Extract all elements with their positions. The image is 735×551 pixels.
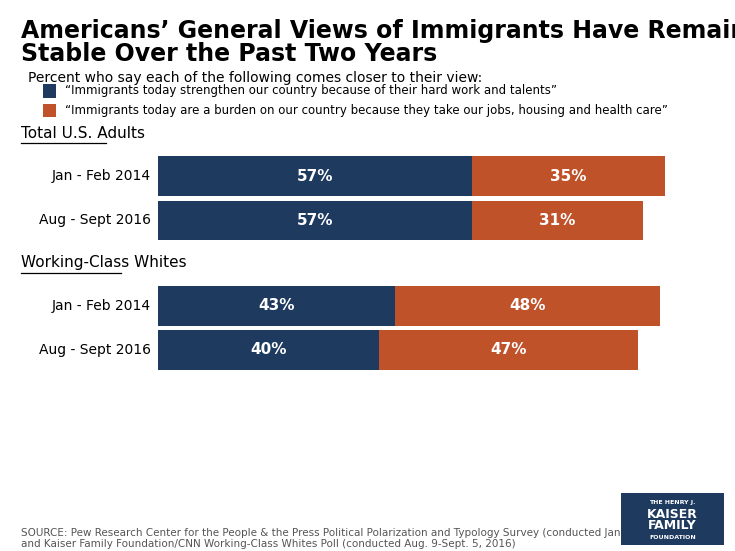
Bar bbox=[158, 286, 395, 326]
Text: Aug - Sept 2016: Aug - Sept 2016 bbox=[39, 213, 151, 228]
Text: Percent who say each of the following comes closer to their view:: Percent who say each of the following co… bbox=[28, 71, 482, 84]
Point bbox=[16, 140, 25, 147]
Text: 35%: 35% bbox=[551, 169, 587, 184]
Point bbox=[101, 140, 110, 147]
Bar bbox=[472, 156, 665, 196]
Bar bbox=[158, 201, 472, 240]
Bar bbox=[158, 330, 379, 370]
Text: FOUNDATION: FOUNDATION bbox=[649, 534, 696, 539]
Bar bbox=[43, 84, 56, 98]
Text: 43%: 43% bbox=[258, 298, 295, 314]
Text: Jan - Feb 2014: Jan - Feb 2014 bbox=[51, 169, 151, 183]
Text: “Immigrants today are a burden on our country because they take our jobs, housin: “Immigrants today are a burden on our co… bbox=[65, 104, 667, 117]
Text: Working-Class Whites: Working-Class Whites bbox=[21, 255, 186, 270]
Bar bbox=[621, 493, 724, 545]
Text: 40%: 40% bbox=[250, 342, 287, 358]
Text: Jan - Feb 2014: Jan - Feb 2014 bbox=[51, 299, 151, 313]
Text: 31%: 31% bbox=[539, 213, 576, 228]
Text: FAMILY: FAMILY bbox=[648, 519, 697, 532]
Text: SOURCE: Pew Research Center for the People & the Press Political Polarization an: SOURCE: Pew Research Center for the Peop… bbox=[21, 528, 712, 549]
Text: Stable Over the Past Two Years: Stable Over the Past Two Years bbox=[21, 42, 437, 67]
Text: 48%: 48% bbox=[509, 298, 545, 314]
Text: “Immigrants today strengthen our country because of their hard work and talents”: “Immigrants today strengthen our country… bbox=[65, 84, 556, 98]
Text: Total U.S. Adults: Total U.S. Adults bbox=[21, 126, 145, 141]
Text: 57%: 57% bbox=[297, 213, 334, 228]
Point bbox=[116, 269, 125, 276]
Text: Americans’ General Views of Immigrants Have Remained: Americans’ General Views of Immigrants H… bbox=[21, 19, 735, 44]
Text: 47%: 47% bbox=[490, 342, 526, 358]
Text: Aug - Sept 2016: Aug - Sept 2016 bbox=[39, 343, 151, 357]
Bar bbox=[395, 286, 659, 326]
Text: THE HENRY J.: THE HENRY J. bbox=[649, 500, 696, 505]
Text: 57%: 57% bbox=[297, 169, 334, 184]
Bar bbox=[379, 330, 637, 370]
Bar bbox=[158, 156, 472, 196]
Point bbox=[16, 269, 25, 276]
Bar bbox=[472, 201, 643, 240]
Bar bbox=[43, 104, 56, 117]
Text: KAISER: KAISER bbox=[647, 507, 698, 521]
